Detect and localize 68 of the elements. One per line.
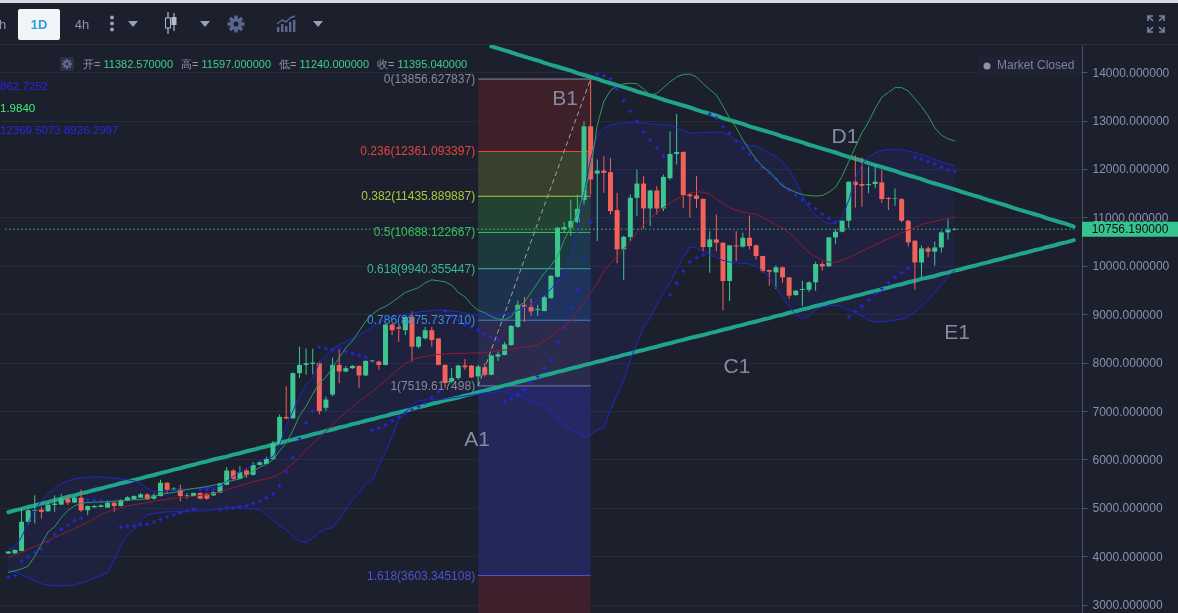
annotation: Market Closed — [997, 58, 1075, 72]
annotation: A1 — [464, 426, 490, 450]
candlestick — [733, 230, 739, 262]
y-tick-label: 8000.000000 — [1092, 356, 1163, 371]
text: h — [0, 16, 8, 34]
y-tick-label: 12000.000000 — [1092, 162, 1170, 177]
candlestick — [694, 175, 700, 209]
line-series — [489, 45, 1076, 229]
y-tick-label: 10000.000000 — [1092, 259, 1170, 274]
candlestick — [535, 304, 541, 317]
annotation: 1.9840 — [0, 102, 36, 115]
y-tick-label: 13000.000000 — [1092, 114, 1170, 129]
annotation: C1 — [723, 353, 751, 377]
y-tick-label: 3000.000000 — [1092, 598, 1163, 613]
candlestick — [184, 492, 190, 500]
candlestick — [65, 495, 71, 506]
line-series — [477, 78, 592, 387]
annotation: 862.7252 — [0, 80, 48, 93]
candlestick — [674, 113, 680, 166]
candlestick — [687, 192, 693, 219]
annotation: B1 — [552, 85, 578, 109]
ref-line-label: 10756.190000 — [1091, 222, 1169, 237]
text: 1D — [18, 9, 60, 40]
candlestick — [918, 244, 924, 279]
y-tick-label: 14000.000000 — [1092, 65, 1170, 80]
annotation: 开= 11382.570000 — [83, 58, 174, 70]
candlestick — [879, 169, 885, 204]
candlestick — [528, 298, 534, 317]
y-tick-label: 4000.000000 — [1092, 549, 1163, 564]
line-series — [6, 238, 1076, 515]
annotation: E1 — [944, 319, 970, 343]
annotation: 收= 11395.040000 — [377, 58, 468, 70]
candlestick — [475, 364, 481, 387]
annotation: 高= 11597.000000 — [181, 58, 272, 70]
candlestick — [376, 360, 382, 371]
candlestick — [336, 349, 342, 384]
candlestick — [885, 196, 891, 211]
candlestick — [899, 197, 905, 223]
annotation: D1 — [831, 123, 859, 147]
annotation: 12369.5073 8926.2997 — [0, 124, 119, 137]
candlestick — [713, 213, 719, 252]
candlestick — [773, 264, 779, 290]
y-tick-label: 6000.000000 — [1092, 453, 1163, 467]
candlestick — [296, 346, 302, 379]
candlestick — [813, 261, 819, 292]
y-tick-label: 7000.000000 — [1092, 404, 1163, 419]
candlestick — [429, 326, 435, 348]
candlestick — [634, 169, 640, 217]
annotation: 低= 11240.000000 — [279, 58, 370, 70]
candlestick — [892, 187, 898, 207]
ref-line-label: 0.236(12361.093397) — [360, 144, 476, 159]
candlestick — [932, 241, 938, 267]
ref-line-label: 0.618(9940.355447) — [367, 261, 476, 276]
candlestick — [866, 166, 872, 194]
ref-line-label: 1.618(3603.345108) — [367, 568, 476, 583]
y-tick-label: 11000.000000 — [1092, 210, 1169, 225]
text: 4h — [73, 16, 91, 34]
ref-line-label: 0(13856.627837) — [383, 72, 476, 87]
candlestick — [647, 189, 653, 227]
ref-line-label: 0.5(10688.122667) — [373, 225, 476, 240]
ref-line-label: 0.382(11435.889887) — [361, 189, 476, 204]
candlestick — [746, 214, 752, 250]
y-tick-label: 5000.000000 — [1092, 501, 1163, 516]
candlestick — [799, 280, 805, 307]
ref-line-label: 1(7519.617498) — [390, 378, 476, 393]
y-tick-label: 9000.000000 — [1092, 307, 1163, 322]
candlestick — [925, 245, 931, 258]
candlestick — [654, 185, 660, 215]
